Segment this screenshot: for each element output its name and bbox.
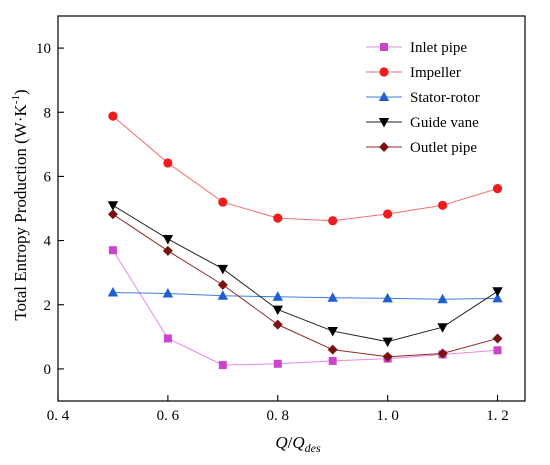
legend-label: Impeller [410,65,461,81]
legend: Inlet pipe Impeller Stator-rotor Guide vane… [366,40,480,156]
data-point-outlet-pipe [492,333,503,344]
y-tick-label: 6 [44,169,52,185]
series-line-impeller [112,115,498,222]
series-outlet-pipe [107,209,503,362]
data-point-stator-rotor [492,292,503,303]
data-point-impeller [492,184,503,194]
y-axis-label-main: Total Entropy Production (W·K [11,103,30,320]
data-point-stator-rotor [162,288,174,298]
x-tick-label: 1. 0 [376,408,399,424]
legend-marker [378,91,390,101]
data-point-impeller [437,200,448,210]
legend-marker [379,142,389,152]
y-axis-label-superscript: -1 [10,95,22,104]
legend-item-guide-vane: Guide vane [366,115,479,131]
data-point-stator-rotor [107,287,119,297]
data-point-impeller [218,197,228,207]
legend-item-inlet-pipe: Inlet pipe [366,40,467,56]
legend-item-outlet-pipe: Outlet pipe [366,140,477,156]
y-tick-label: 0 [44,362,52,378]
data-point-impeller [328,216,338,226]
series-stator-rotor [107,287,503,304]
series-layer [107,111,503,370]
data-point-outlet-pipe [217,279,228,290]
x-axis-label: Q/Qdes [275,433,321,455]
data-point-outlet-pipe [162,245,173,256]
data-point-stator-rotor [217,290,229,300]
data-point-guide-vane [327,327,338,337]
axis-ticks: 0. 4 0. 6 0. 8 1. 0 1. 2 0 2 4 6 8 10 [36,41,509,424]
y-axis-label-close: ) [11,89,30,95]
data-point-inlet-pipe [163,334,172,343]
x-tick-label: 0. 6 [157,408,180,424]
data-point-guide-vane [492,287,503,297]
data-point-guide-vane [217,264,229,275]
x-axis-label-slash: / [288,433,293,452]
data-point-impeller [383,209,393,219]
series-line-guide-vane [112,204,498,343]
data-point-stator-rotor [327,292,338,302]
data-point-inlet-pipe [108,246,117,255]
data-point-inlet-pipe [218,361,227,370]
x-axis-label-q: Q [275,433,287,452]
y-tick-label: 4 [44,234,52,250]
x-tick-label: 1. 2 [486,408,509,424]
y-tick-label: 10 [36,41,51,57]
data-point-outlet-pipe [382,351,393,362]
legend-label: Outlet pipe [410,140,477,156]
legend-label: Stator-rotor [410,90,480,106]
legend-label: Guide vane [410,115,479,131]
data-point-outlet-pipe [272,319,283,330]
data-point-impeller [273,213,283,223]
legend-marker [380,43,388,51]
data-point-guide-vane [162,234,174,245]
series-line-stator-rotor [112,292,498,300]
plot-frame [57,15,526,402]
data-point-inlet-pipe [328,356,337,365]
x-axis-label-subscript: des [305,441,321,455]
y-tick-label: 8 [44,105,52,121]
legend-label: Inlet pipe [410,40,467,56]
y-axis-label: Total Entropy Production (W·K-1) [10,89,30,320]
data-point-outlet-pipe [437,348,448,359]
legend-marker [378,118,390,128]
legend-marker [379,67,389,77]
data-point-guide-vane [107,201,119,211]
x-tick-label: 0. 8 [267,408,290,424]
series-guide-vane [107,201,503,348]
x-axis-label-qdes: Q [292,433,304,452]
series-line-inlet-pipe [112,249,498,366]
data-point-inlet-pipe [273,359,282,368]
data-point-guide-vane [272,305,283,316]
data-point-stator-rotor [437,293,448,304]
x-tick-label: 0. 4 [47,408,70,424]
legend-item-impeller: Impeller [366,65,461,81]
series-line-outlet-pipe [112,213,498,358]
series-impeller [108,111,503,226]
data-point-stator-rotor [382,292,393,303]
data-point-impeller [108,111,118,121]
data-point-stator-rotor [272,291,283,301]
data-point-outlet-pipe [107,209,118,220]
data-point-guide-vane [382,337,393,348]
legend-item-stator-rotor: Stator-rotor [366,90,480,106]
data-point-inlet-pipe [493,346,502,355]
data-point-impeller [163,158,173,168]
y-tick-label: 2 [44,298,52,314]
data-point-outlet-pipe [327,344,338,355]
data-point-guide-vane [437,323,448,333]
